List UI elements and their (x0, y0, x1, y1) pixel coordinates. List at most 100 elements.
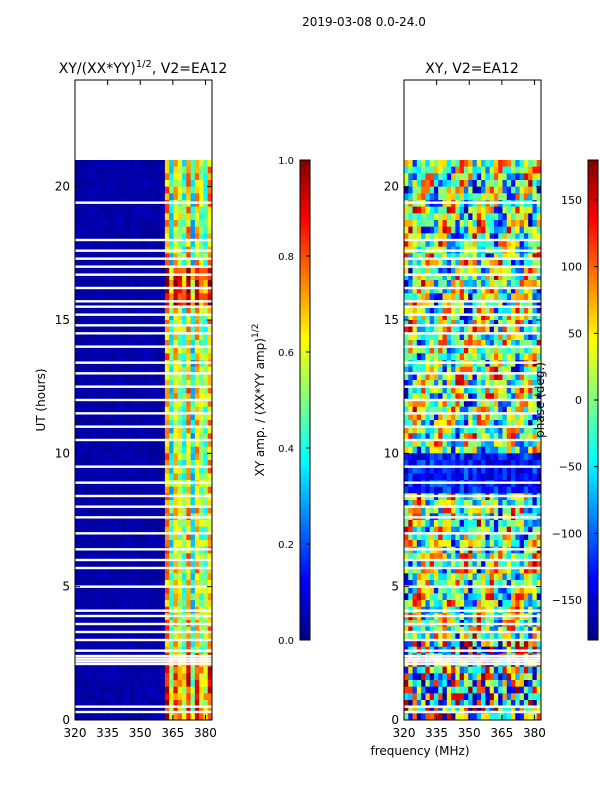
heatmap-cell (468, 326, 473, 334)
heatmap-cell (190, 166, 196, 174)
heatmap-cell (523, 426, 529, 434)
heatmap-cell (425, 400, 431, 408)
heatmap-cell (468, 486, 473, 494)
heatmap-cell (130, 280, 136, 288)
heatmap-cell (433, 373, 439, 381)
heatmap-cell (104, 293, 110, 301)
heatmap-cell (139, 366, 144, 374)
heatmap-cell (79, 400, 84, 408)
heatmap-cell (412, 286, 418, 294)
heatmap-cell (438, 400, 443, 408)
heatmap-cell (164, 593, 170, 601)
heatmap-cell (160, 306, 166, 314)
heatmap-cell (152, 393, 157, 401)
heatmap-cell (476, 286, 482, 294)
heatmap-cell (446, 206, 452, 214)
heatmap-cell (143, 220, 149, 228)
heatmap-cell (502, 500, 508, 508)
heatmap-cell (134, 160, 140, 168)
heatmap-cell (177, 520, 183, 528)
heatmap-cell (472, 286, 478, 294)
heatmap-cell (203, 273, 209, 281)
heatmap-cell (122, 280, 127, 288)
heatmap-cell (117, 180, 123, 188)
heatmap-cell (476, 486, 482, 494)
heatmap-cell (442, 420, 448, 428)
heatmap-cell (92, 420, 97, 428)
heatmap-cell (421, 400, 426, 408)
heatmap-cell (143, 180, 149, 188)
heatmap-cell (481, 220, 486, 228)
heatmap-cell (433, 366, 439, 374)
heatmap-cell (536, 260, 542, 268)
heatmap-cell (109, 473, 114, 481)
heatmap-cell (463, 386, 469, 394)
heatmap-cell (429, 573, 435, 581)
heatmap-cell (421, 186, 426, 194)
heatmap-cell (425, 166, 431, 174)
heatmap-cell (75, 233, 80, 241)
heatmap-cell (156, 300, 162, 308)
heatmap-cell (459, 413, 465, 421)
heatmap-cell (186, 346, 191, 354)
heatmap-cell (515, 260, 520, 268)
heatmap-cell (489, 500, 495, 508)
heatmap-cell (493, 540, 499, 548)
heatmap-cell (476, 566, 482, 574)
heatmap-cell (79, 573, 84, 581)
heatmap-cell (96, 253, 102, 261)
heatmap-cell (160, 686, 166, 694)
heatmap-cell (489, 326, 495, 334)
heatmap-cell (194, 313, 200, 321)
heatmap-cell (152, 580, 157, 588)
heatmap-cell (536, 466, 542, 474)
heatmap-cell (502, 213, 508, 221)
heatmap-cell (109, 713, 114, 721)
heatmap-cell (493, 273, 499, 281)
heatmap-cell (429, 306, 435, 314)
heatmap-cell (416, 206, 422, 214)
heatmap-cell (493, 486, 499, 494)
heatmap-cell (117, 406, 123, 414)
heatmap-cell (493, 300, 499, 308)
heatmap-cell (143, 446, 149, 454)
heatmap-cell (75, 686, 80, 694)
heatmap-cell (109, 693, 114, 701)
heatmap-cell (451, 306, 456, 314)
heatmap-cell (134, 180, 140, 188)
heatmap-cell (416, 500, 422, 508)
heatmap-cell (463, 313, 469, 321)
heatmap-cell (523, 500, 529, 508)
heatmap-cell (160, 713, 166, 721)
heatmap-cell (122, 186, 127, 194)
heatmap-cell (536, 326, 542, 334)
heatmap-cell (519, 226, 525, 234)
heatmap-cell (143, 286, 149, 294)
heatmap-cell (186, 500, 191, 508)
heatmap-cell (152, 593, 157, 601)
heatmap-cell (100, 460, 106, 468)
heatmap-cell (459, 500, 465, 508)
heatmap-cell (536, 233, 542, 241)
heatmap-cell (143, 340, 149, 348)
heatmap-cell (143, 500, 149, 508)
heatmap-cell (408, 540, 413, 548)
heatmap-cell (134, 446, 140, 454)
heatmap-cell (75, 486, 80, 494)
heatmap-cell (143, 540, 149, 548)
heatmap-cell (438, 226, 443, 234)
heatmap-cell (463, 460, 469, 468)
heatmap-cell (109, 320, 114, 328)
heatmap-cell (532, 213, 538, 221)
heatmap-cell (502, 413, 508, 421)
heatmap-cell (169, 533, 174, 541)
heatmap-cell (92, 673, 97, 681)
heatmap-cell (83, 446, 89, 454)
heatmap-cell (143, 306, 149, 314)
heatmap-cell (79, 260, 84, 268)
heatmap-cell (152, 713, 157, 721)
heatmap-cell (113, 640, 119, 648)
heatmap-cell (190, 433, 196, 441)
colorbar-tick-label: 1.0 (278, 156, 294, 167)
heatmap-cell (134, 406, 140, 414)
